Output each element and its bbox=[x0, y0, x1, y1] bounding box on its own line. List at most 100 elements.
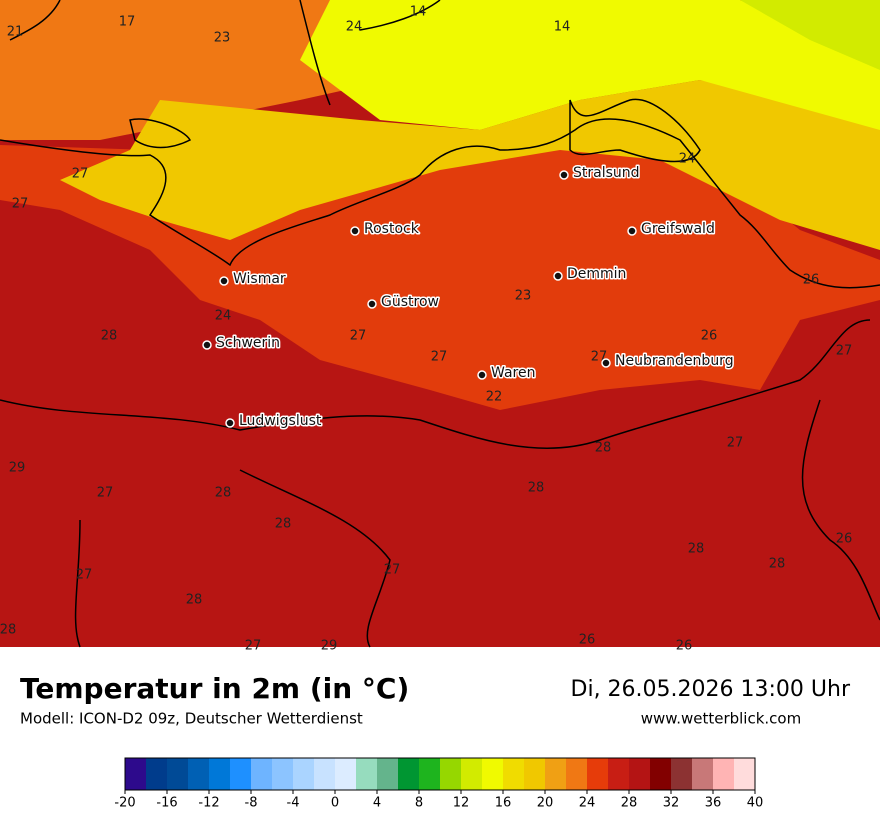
colorbar-swatch bbox=[272, 758, 293, 790]
colorbar-swatch bbox=[146, 758, 167, 790]
region-mild bbox=[60, 80, 880, 250]
colorbar-swatch bbox=[335, 758, 356, 790]
city-label: Wismar bbox=[233, 271, 286, 287]
colorbar-swatch bbox=[398, 758, 419, 790]
temperature-label: 28 bbox=[275, 517, 292, 532]
title: Temperatur in 2m (in °C) bbox=[20, 672, 409, 705]
colorbar-swatch bbox=[314, 758, 335, 790]
colorbar-swatch bbox=[734, 758, 755, 790]
temperature-label: 14 bbox=[410, 5, 427, 20]
coastline bbox=[0, 0, 880, 648]
region-yellow bbox=[300, 0, 880, 130]
temperature-label: 23 bbox=[214, 31, 231, 46]
city-label: Schwerin bbox=[216, 335, 280, 351]
colorbar-swatch bbox=[125, 758, 146, 790]
city-dot bbox=[225, 418, 235, 428]
colorbar-swatch bbox=[356, 758, 377, 790]
colorbar-swatch bbox=[482, 758, 503, 790]
temperature-label: 27 bbox=[12, 197, 29, 212]
temperature-label: 17 bbox=[119, 15, 136, 30]
city-label: Rostock bbox=[364, 221, 420, 237]
colorbar-swatch bbox=[545, 758, 566, 790]
map: 17 21 23 24 14 14 27 27 24 23 24 28 27 27 27 26 26 27 22 28… bbox=[0, 0, 880, 654]
colorbar-swatch bbox=[167, 758, 188, 790]
colorbar-swatch bbox=[566, 758, 587, 790]
colorbar-tick-label: -8 bbox=[245, 796, 258, 811]
city-label: Greifswald bbox=[641, 221, 715, 237]
temperature-label: 14 bbox=[554, 20, 571, 35]
colorbar: -20 -16 -12 -8 -4 0 4 8 12 16 20 24 28 32 36 40 bbox=[114, 757, 764, 811]
temperature-label: 26 bbox=[676, 639, 693, 654]
city-dot bbox=[350, 226, 360, 236]
city-dot bbox=[553, 271, 563, 281]
region-cool bbox=[740, 0, 880, 70]
temperature-label: 27 bbox=[97, 486, 114, 501]
colorbar-swatch bbox=[377, 758, 398, 790]
city-dot bbox=[367, 299, 377, 309]
colorbar-tick-label: 8 bbox=[415, 796, 423, 811]
temperature-label: 28 bbox=[595, 441, 612, 456]
colorbar-tick-label: -12 bbox=[198, 796, 219, 811]
colorbar-tick-label: 20 bbox=[537, 796, 554, 811]
temperature-label: 27 bbox=[384, 563, 401, 578]
datetime: Di, 26.05.2026 13:00 Uhr bbox=[571, 677, 851, 702]
city-label: Stralsund bbox=[573, 165, 640, 181]
city-dot bbox=[559, 170, 569, 180]
temperature-label: 27 bbox=[245, 639, 262, 654]
colorbar-swatch bbox=[587, 758, 608, 790]
colorbar-frame bbox=[124, 757, 756, 791]
colorbar-swatch bbox=[692, 758, 713, 790]
colorbar-tick-label: 32 bbox=[663, 796, 680, 811]
temperature-label: 24 bbox=[215, 309, 232, 324]
temperature-label: 23 bbox=[515, 289, 532, 304]
colorbar-swatch bbox=[293, 758, 314, 790]
temperature-label: 28 bbox=[0, 623, 16, 638]
colorbar-tick-label: 24 bbox=[579, 796, 596, 811]
temperature-label: 27 bbox=[836, 344, 853, 359]
temperature-label: 28 bbox=[769, 557, 786, 572]
temperature-label: 26 bbox=[803, 273, 820, 288]
city-label: Waren bbox=[491, 365, 535, 381]
temperature-label: 27 bbox=[72, 167, 89, 182]
colorbar-tick-label: 28 bbox=[621, 796, 638, 811]
temperature-label: 28 bbox=[101, 329, 118, 344]
subtitle: Modell: ICON-D2 09z, Deutscher Wetterdie… bbox=[20, 710, 363, 728]
city-labels: Stralsund Rostock Greifswald Demmin Wismar Gü… bbox=[202, 164, 735, 431]
temperature-label: 28 bbox=[688, 542, 705, 557]
city-dot bbox=[477, 370, 487, 380]
temperature-label: 24 bbox=[346, 20, 363, 35]
colorbar-swatch bbox=[671, 758, 692, 790]
temperature-label: 28 bbox=[528, 481, 545, 496]
colorbar-tick-label: -20 bbox=[114, 796, 135, 811]
temperature-label: 27 bbox=[431, 350, 448, 365]
temperature-label: 26 bbox=[579, 633, 596, 648]
city-dot bbox=[627, 226, 637, 236]
colorbar-tick-label: -16 bbox=[156, 796, 177, 811]
colorbar-swatch bbox=[608, 758, 629, 790]
colorbar-swatch bbox=[188, 758, 209, 790]
colorbar-swatch bbox=[209, 758, 230, 790]
colorbar-tick-label: 4 bbox=[373, 796, 381, 811]
city-label: Güstrow bbox=[381, 294, 439, 310]
temperature-label: 28 bbox=[186, 593, 203, 608]
colorbar-tick-label: 16 bbox=[495, 796, 512, 811]
colorbar-swatch bbox=[461, 758, 482, 790]
temperature-label: 21 bbox=[7, 25, 24, 40]
colorbar-swatch bbox=[629, 758, 650, 790]
temperature-label: 29 bbox=[321, 639, 338, 654]
colorbar-swatch bbox=[503, 758, 524, 790]
city-label: Neubrandenburg bbox=[615, 353, 734, 369]
city-label: Ludwigslust bbox=[239, 413, 322, 429]
colorbar-swatch bbox=[713, 758, 734, 790]
temperature-label: 22 bbox=[486, 390, 503, 405]
colorbar-tick-label: 40 bbox=[747, 796, 764, 811]
colorbar-swatch bbox=[440, 758, 461, 790]
temperature-label: 29 bbox=[9, 461, 26, 476]
temperature-label: 28 bbox=[215, 486, 232, 501]
colorbar-swatch bbox=[524, 758, 545, 790]
colorbar-tick-label: 0 bbox=[331, 796, 339, 811]
city-dot bbox=[202, 340, 212, 350]
colorbar-tick-label: -4 bbox=[287, 796, 300, 811]
website: www.wetterblick.com bbox=[641, 710, 801, 728]
